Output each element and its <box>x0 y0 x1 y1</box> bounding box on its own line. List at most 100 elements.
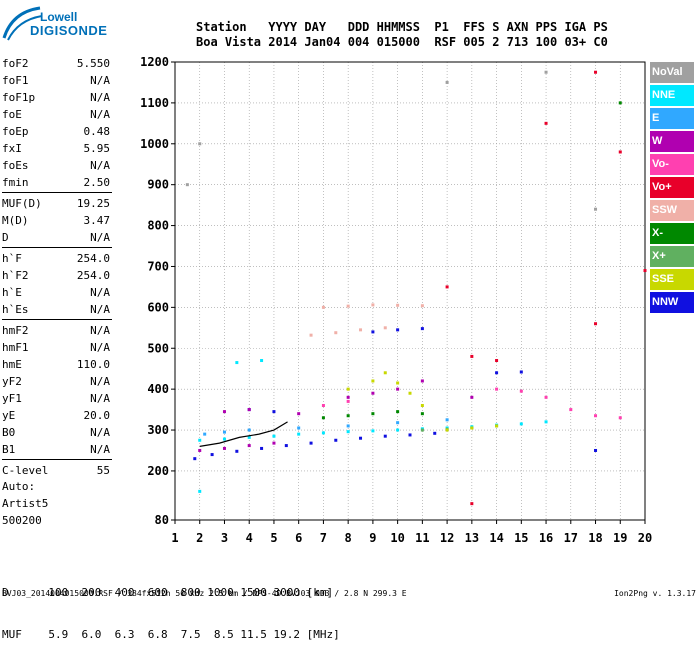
echo-point-voplus <box>495 359 499 363</box>
logo-text-top: Lowell <box>40 10 78 24</box>
param-value: 20.0 <box>83 409 111 422</box>
echo-point-nnw <box>433 431 437 435</box>
param-value: 5.95 <box>83 142 111 155</box>
echo-point-nne <box>272 434 276 438</box>
param-row: hmF1 N/A <box>2 339 110 356</box>
artist-line-2: Artist5 <box>2 497 49 510</box>
param-name: foEs <box>2 159 29 172</box>
param-value: 110.0 <box>76 358 110 371</box>
version-label: Ion2Png v. 1.3.17 <box>614 589 696 598</box>
param-value: N/A <box>90 375 110 388</box>
echo-point-nnw <box>334 438 338 442</box>
echo-point-vominus <box>594 414 598 418</box>
param-name: h`F2 <box>2 269 29 282</box>
echo-point-w <box>272 441 276 445</box>
param-row: yE 20.0 <box>2 407 110 424</box>
param-row: B1 N/A <box>2 441 110 458</box>
x-tick-label: 8 <box>345 531 352 545</box>
y-tick-label: 1200 <box>140 55 169 69</box>
param-value: 3.47 <box>83 214 111 227</box>
param-name: fxI <box>2 142 22 155</box>
param-row: yF1 N/A <box>2 390 110 407</box>
legend-item-noval: NoVal <box>650 62 694 83</box>
muf-distance-table: D 100 200 400 600 800 1000 1500 3000 [km… <box>2 558 346 656</box>
header-values: Boa Vista 2014 Jan04 004 015000 RSF 005 … <box>196 35 616 49</box>
echo-point-voplus <box>470 354 474 358</box>
echo-point-w <box>222 446 226 450</box>
echo-point-nnw <box>594 448 598 452</box>
echo-point-w <box>247 444 251 448</box>
echo-point-w <box>371 391 375 395</box>
plot-frame <box>174 61 646 521</box>
echo-point-sse <box>408 391 412 395</box>
echo-point-xminus <box>321 416 325 420</box>
echo-point-nne <box>260 359 264 363</box>
param-row: MUF(D) 19.25 <box>2 195 110 212</box>
y-tick-label: 80 <box>155 513 169 527</box>
param-name: foF1 <box>2 74 29 87</box>
file-info-footer: BVJ03_2014004015000.RSF / 384fx512h 50 k… <box>2 589 407 598</box>
x-tick-label: 7 <box>320 531 327 545</box>
param-value: N/A <box>90 74 110 87</box>
echo-point-vominus <box>569 408 573 412</box>
param-value: 5.550 <box>76 57 110 70</box>
param-name: hmF2 <box>2 324 29 337</box>
param-name: h`F <box>2 252 22 265</box>
muf-row: MUF 5.9 6.0 6.3 6.8 7.5 8.5 11.5 19.2 [M… <box>2 628 347 641</box>
echo-point-e <box>445 418 449 422</box>
echo-point-ssw <box>371 303 375 307</box>
y-tick-label: 300 <box>147 423 169 437</box>
echo-point-xplus <box>420 428 424 432</box>
param-row: h`F 254.0 <box>2 250 110 267</box>
echo-point-ssw <box>334 331 338 335</box>
param-name: yF2 <box>2 375 22 388</box>
x-tick-label: 20 <box>638 531 652 545</box>
legend-item-e: E <box>650 108 694 129</box>
param-row: hmF2 N/A <box>2 322 110 339</box>
echo-point-ssw <box>321 305 325 309</box>
echo-point-ssw <box>396 303 400 307</box>
param-name: yF1 <box>2 392 22 405</box>
echo-point-w <box>198 448 202 452</box>
echo-point-voplus <box>594 70 598 74</box>
echo-point-noval <box>185 183 189 187</box>
echo-point-w <box>396 387 400 391</box>
y-tick-label: 400 <box>147 382 169 396</box>
header-labels: Station YYYY DAY DDD HHMMSS P1 FFS S AXN… <box>196 20 616 34</box>
param-name: foF1p <box>2 91 36 104</box>
artist-line-1: Auto: <box>2 480 36 493</box>
echo-point-voplus <box>544 121 548 125</box>
distance-row: D 100 200 400 600 800 1000 1500 3000 [km… <box>2 586 340 599</box>
param-value: N/A <box>90 392 110 405</box>
echo-point-sse <box>396 381 400 385</box>
echo-point-ssw <box>309 333 313 337</box>
grid-lines <box>174 61 646 520</box>
param-name: yE <box>2 409 16 422</box>
legend-item-nne: NNE <box>650 85 694 106</box>
y-tick-label: 200 <box>147 464 169 478</box>
param-value: 55 <box>96 464 110 477</box>
echo-point-nne <box>222 437 226 441</box>
echo-point-noval <box>594 207 598 211</box>
artist-line-3: 500200 <box>2 514 42 527</box>
echo-point-vominus <box>544 395 548 399</box>
parameter-panel: foF2 5.550 foF1 N/A foF1p N/A foE N/A foEp 0.48 fx… <box>2 55 112 479</box>
echo-point-ssw <box>420 304 424 308</box>
echo-point-vominus <box>618 416 622 420</box>
x-tick-label: 16 <box>539 531 553 545</box>
x-tick-label: 10 <box>390 531 404 545</box>
param-name: B0 <box>2 426 16 439</box>
echo-point-e <box>396 421 400 425</box>
param-value: 19.25 <box>76 197 110 210</box>
echo-point-vominus <box>495 387 499 391</box>
param-value: 254.0 <box>76 269 110 282</box>
param-row: B0 N/A <box>2 424 110 441</box>
param-value: N/A <box>90 341 110 354</box>
f2-trace-line <box>199 421 288 447</box>
param-name: h`Es <box>2 303 29 316</box>
y-tick-label: 1000 <box>140 137 169 151</box>
echo-point-e <box>222 430 226 434</box>
echo-point-nne <box>321 431 325 435</box>
echo-point-nne <box>371 429 375 433</box>
